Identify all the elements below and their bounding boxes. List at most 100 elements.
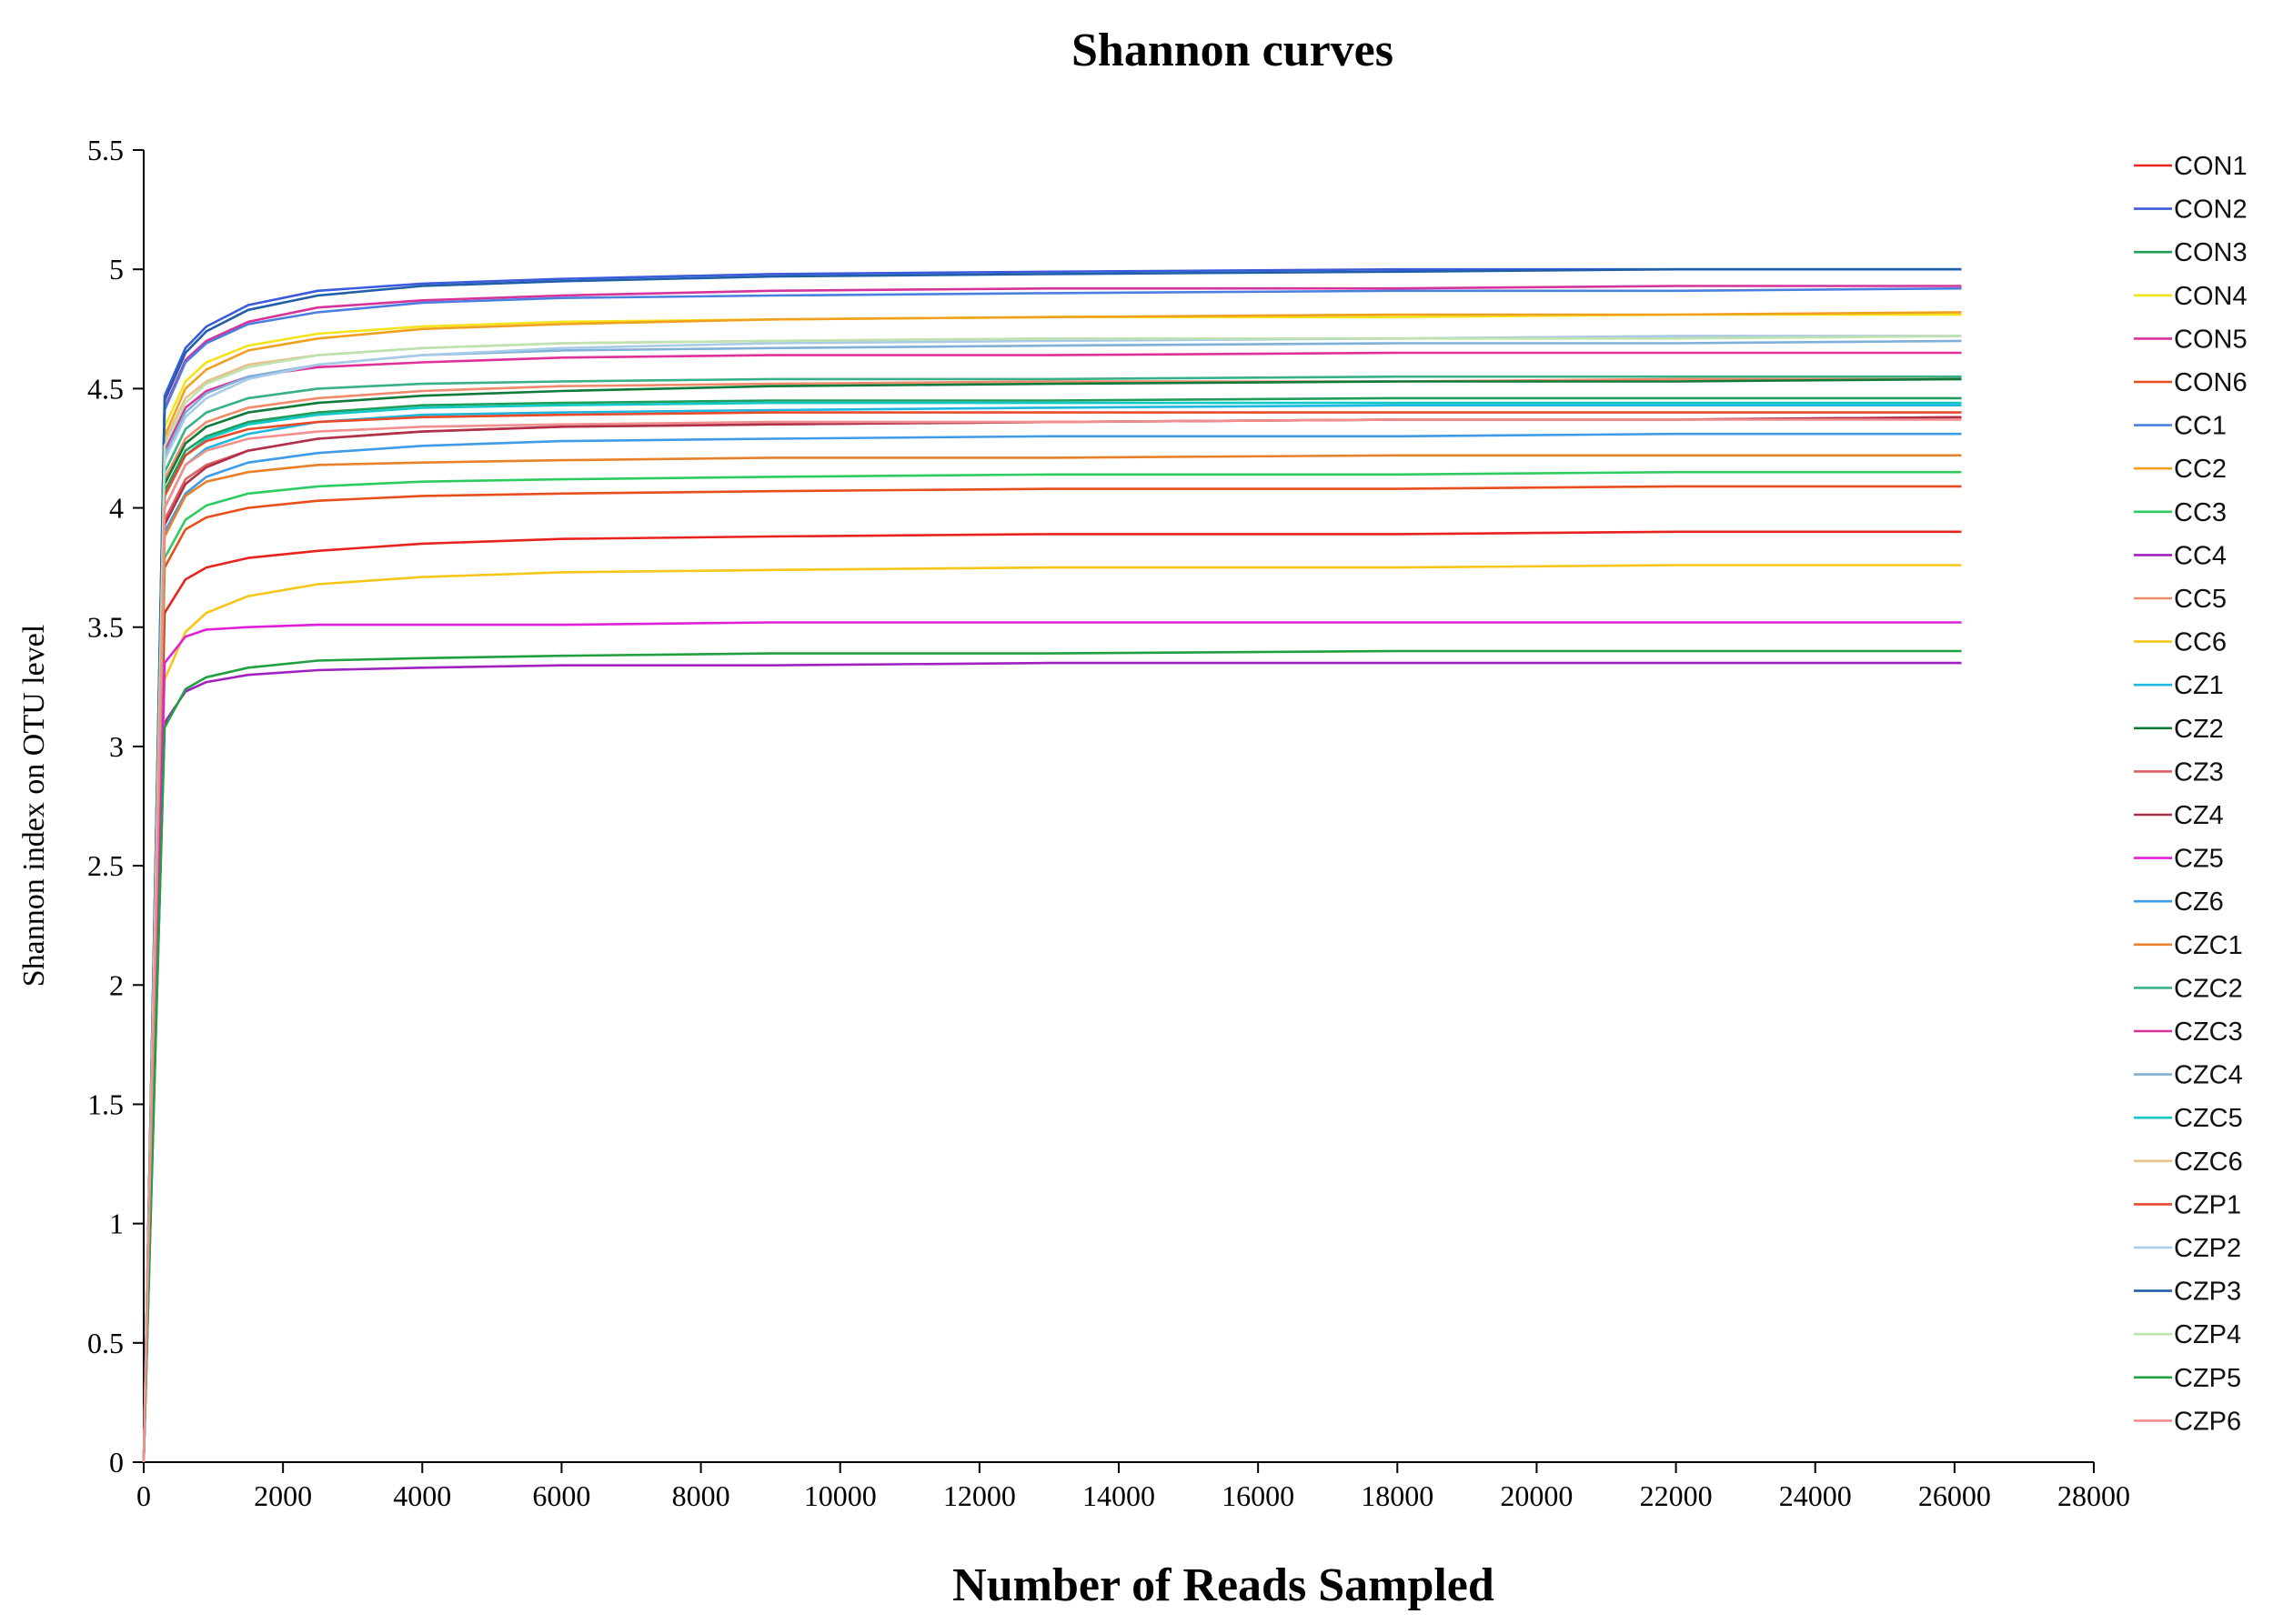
legend-label: CZP3	[2174, 1278, 2241, 1307]
series-line-cz6	[142, 432, 1962, 1463]
legend-label: CZ5	[2174, 845, 2224, 874]
legend-item-cz2: CZ2	[2134, 715, 2224, 744]
y-tick-label: 3.5	[87, 611, 124, 644]
legend-item-con5: CON5	[2134, 325, 2248, 354]
legend-label: CZP6	[2174, 1407, 2241, 1436]
series-line-cz2	[142, 377, 1962, 1463]
legend-label: CON1	[2174, 152, 2248, 181]
series-line-cc4	[142, 661, 1962, 1463]
series-line-cc5	[142, 377, 1962, 1463]
legend-item-czc4: CZC4	[2134, 1061, 2243, 1090]
legend-item-czc2: CZC2	[2134, 974, 2243, 1003]
legend-label: CZ4	[2174, 801, 2224, 830]
series-line-con1	[142, 530, 1962, 1463]
legend-item-czc3: CZC3	[2134, 1018, 2243, 1047]
series-line-czp5	[142, 649, 1962, 1463]
x-tick-label: 18000	[1361, 1479, 1433, 1512]
legend-label: CZP1	[2174, 1190, 2241, 1219]
x-tick-label: 16000	[1222, 1479, 1294, 1512]
x-tick-label: 14000	[1082, 1479, 1155, 1512]
y-tick-label: 2	[109, 968, 124, 1001]
series-line-con2	[142, 267, 1962, 1463]
legend-item-con4: CON4	[2134, 282, 2248, 311]
legend-label: CZC6	[2174, 1148, 2243, 1177]
legend-label: CZC3	[2174, 1018, 2243, 1047]
y-tick-label: 5.5	[87, 134, 124, 166]
legend-item-cc5: CC5	[2134, 585, 2227, 614]
y-tick-label: 4.5	[87, 372, 124, 405]
legend-item-czp1: CZP1	[2134, 1190, 2241, 1219]
series-line-czc3	[142, 351, 1962, 1463]
legend-item-cc6: CC6	[2134, 628, 2227, 657]
x-tick-label: 6000	[532, 1479, 590, 1512]
legend-item-cz5: CZ5	[2134, 845, 2224, 874]
series-line-cc3	[142, 470, 1962, 1463]
legend-label: CC6	[2174, 628, 2227, 657]
legend-item-czc5: CZC5	[2134, 1104, 2243, 1133]
legend-item-cc3: CC3	[2134, 498, 2227, 527]
series-line-cz4	[142, 416, 1962, 1463]
legend-label: CC3	[2174, 498, 2227, 527]
legend-label: CON2	[2174, 195, 2248, 225]
series-line-czc4	[142, 339, 1962, 1463]
series-line-cz5	[142, 621, 1962, 1463]
legend-label: CZP2	[2174, 1234, 2241, 1263]
legend-label: CC1	[2174, 412, 2227, 441]
legend-item-cz4: CZ4	[2134, 801, 2224, 830]
y-tick-label: 5	[109, 253, 124, 286]
legend-label: CZ2	[2174, 715, 2224, 744]
legend-item-cc2: CC2	[2134, 455, 2227, 484]
legend-item-con6: CON6	[2134, 368, 2248, 397]
x-tick-label: 28000	[2057, 1479, 2130, 1512]
legend-item-cz6: CZ6	[2134, 887, 2224, 917]
legend-label: CZP4	[2174, 1320, 2241, 1349]
y-tick-label: 2.5	[87, 849, 124, 882]
x-tick-label: 8000	[672, 1479, 730, 1512]
series-layer	[142, 267, 1962, 1463]
legend-item-con1: CON1	[2134, 152, 2248, 181]
legend-item-czp6: CZP6	[2134, 1407, 2241, 1436]
series-line-czc2	[142, 375, 1962, 1463]
legend-item-con2: CON2	[2134, 195, 2248, 225]
series-line-cc1	[142, 286, 1962, 1463]
legend-label: CZP5	[2174, 1364, 2241, 1393]
x-tick-label: 2000	[254, 1479, 312, 1512]
legend-item-czp3: CZP3	[2134, 1278, 2241, 1307]
legend-item-con3: CON3	[2134, 238, 2248, 267]
legend-label: CZC2	[2174, 974, 2243, 1003]
series-line-czp3	[142, 267, 1962, 1463]
legend-label: CC2	[2174, 455, 2227, 484]
legend-label: CON3	[2174, 238, 2248, 267]
series-line-czc6	[142, 335, 1962, 1463]
legend-item-czp2: CZP2	[2134, 1234, 2241, 1263]
legend-item-czp5: CZP5	[2134, 1364, 2241, 1393]
x-tick-label: 0	[136, 1479, 151, 1512]
y-tick-label: 0.5	[87, 1327, 124, 1359]
series-line-czp1	[142, 411, 1962, 1463]
legend-label: CC5	[2174, 585, 2227, 614]
y-tick-label: 1	[109, 1208, 124, 1240]
series-line-czp2	[142, 335, 1962, 1463]
x-tick-label: 26000	[1918, 1479, 1991, 1512]
legend-label: CZ1	[2174, 671, 2224, 700]
legend-label: CZ3	[2174, 757, 2224, 787]
legend: CON1 CON2 CON3 CON4 CON5 CON6 CC1 CC2 CC3 CC4 CC5 C…	[2134, 152, 2248, 1436]
y-axis-title: Shannon index on OTU level	[17, 625, 51, 987]
series-line-cc2	[142, 311, 1962, 1463]
x-tick-label: 24000	[1779, 1479, 1852, 1512]
legend-item-czc1: CZC1	[2134, 931, 2243, 960]
legend-item-czc6: CZC6	[2134, 1148, 2243, 1177]
axes: 0 2000 4000 6000 8000 10000 12000 14000 16000 180…	[87, 134, 2130, 1512]
y-tick-label: 0	[109, 1446, 124, 1479]
x-tick-label: 10000	[804, 1479, 877, 1512]
series-line-czc1	[142, 454, 1962, 1463]
series-line-con3	[142, 396, 1962, 1463]
series-line-con5	[142, 285, 1962, 1463]
legend-label: CON5	[2174, 325, 2248, 354]
series-line-con4	[142, 313, 1962, 1463]
series-line-czp6	[142, 418, 1962, 1463]
y-tick-label: 4	[109, 492, 124, 525]
x-tick-label: 20000	[1500, 1479, 1573, 1512]
legend-label: CZC4	[2174, 1061, 2243, 1090]
